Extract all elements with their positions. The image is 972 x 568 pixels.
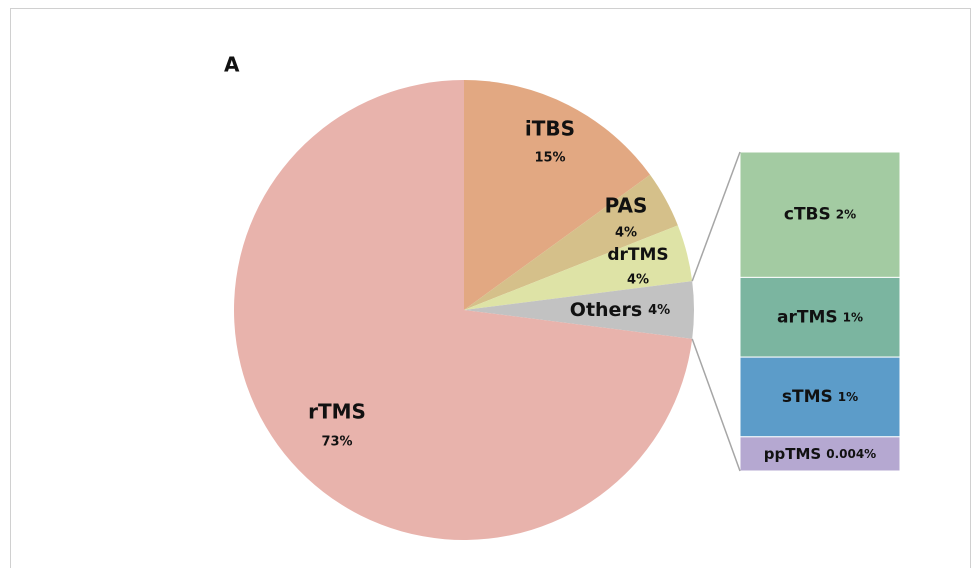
connector — [691, 338, 741, 472]
bar-name: cTBS — [784, 205, 831, 225]
panel-label: A — [224, 53, 240, 77]
slice-value: 15% — [534, 151, 565, 166]
slice-value: 4% — [615, 226, 637, 241]
slice-name: iTBS — [525, 117, 575, 141]
slice-label: Others 4% — [570, 299, 670, 321]
bar-label: sTMS 1% — [782, 387, 858, 407]
pie-slice — [464, 174, 678, 310]
bar-name: sTMS — [782, 387, 833, 407]
pie-slice — [464, 281, 694, 339]
frame — [10, 8, 971, 568]
slice-name: drTMS — [607, 245, 668, 265]
bar-name: arTMS — [777, 307, 838, 327]
bar-label: cTBS 2% — [784, 205, 856, 225]
slice-name: PAS — [605, 194, 648, 218]
bar-segment — [739, 276, 901, 358]
slice-value: 73% — [321, 435, 352, 450]
slice-name: Others — [570, 299, 642, 321]
slice-value: 4% — [648, 303, 670, 318]
pie-slice — [234, 80, 693, 540]
bar-label: arTMS 1% — [777, 307, 863, 327]
bar-name: ppTMS — [764, 444, 821, 462]
bar-label: ppTMS 0.004% — [764, 444, 876, 462]
bar-value: 1% — [843, 310, 863, 324]
slice-name: rTMS — [308, 400, 366, 424]
slice-value: 4% — [627, 273, 649, 288]
bar-value: 0.004% — [826, 446, 876, 460]
bar-segment — [739, 436, 901, 472]
pie-slice — [464, 225, 693, 310]
connector — [691, 151, 741, 282]
bar-segment — [739, 151, 901, 278]
bar-value: 2% — [836, 207, 856, 221]
bar-value: 1% — [838, 389, 858, 403]
pie-slice — [464, 80, 651, 310]
